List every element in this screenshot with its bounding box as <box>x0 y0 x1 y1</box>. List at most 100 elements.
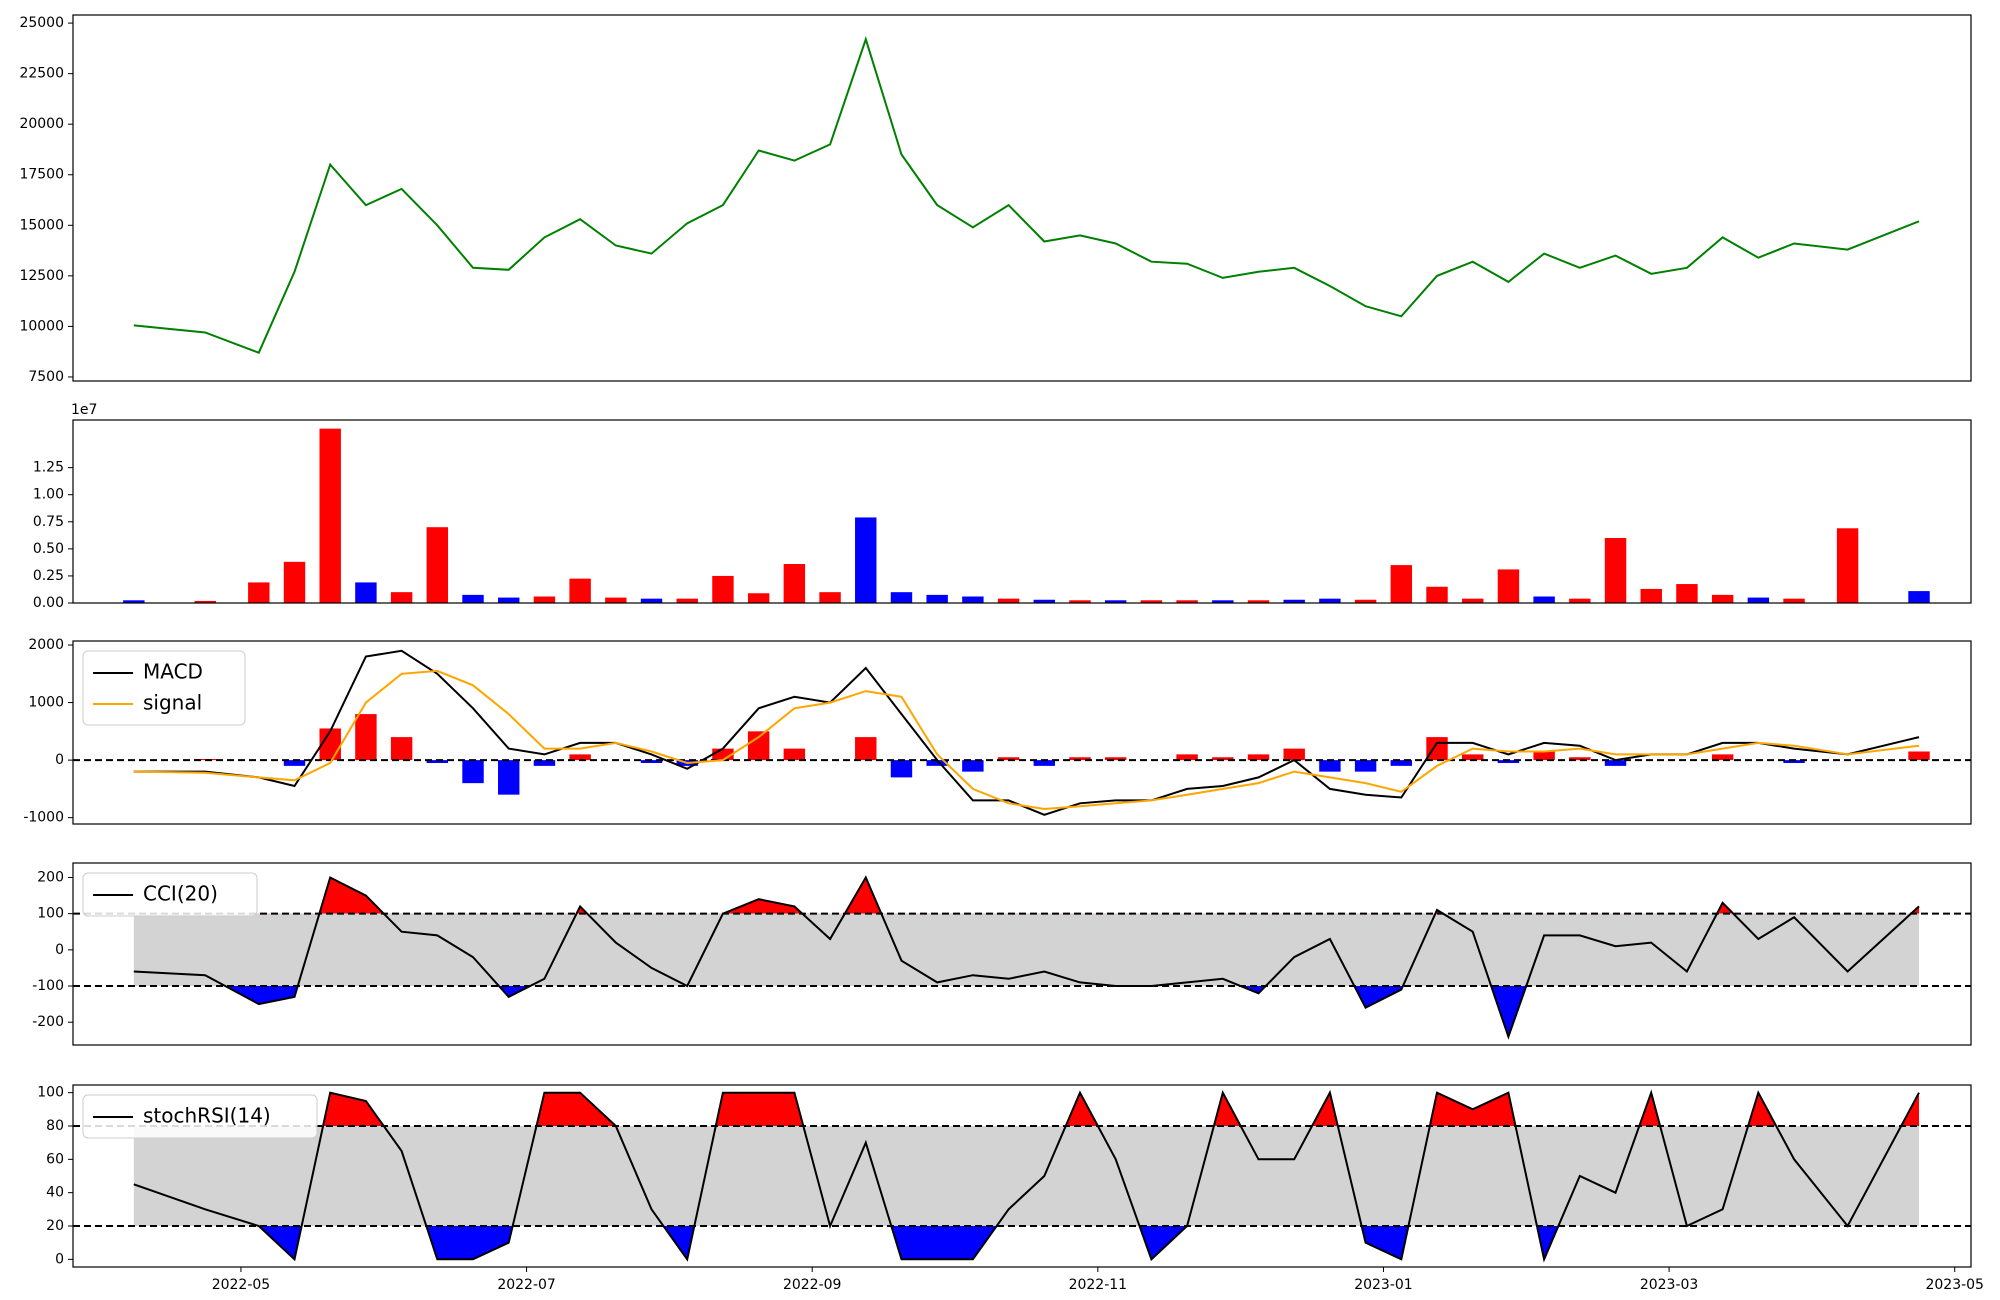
volume-bar <box>1354 599 1377 603</box>
histogram-bar <box>1390 760 1413 766</box>
legend-box <box>82 650 246 726</box>
histogram-bar <box>890 760 913 778</box>
histogram-bar <box>1212 757 1234 761</box>
volume-bar <box>498 597 520 603</box>
axes-frame <box>72 640 1972 825</box>
histogram-bar <box>640 760 663 763</box>
volume-bar <box>533 596 556 603</box>
histogram-bar <box>1247 754 1270 761</box>
series-line <box>133 649 1920 816</box>
volume-bar <box>426 527 449 603</box>
histogram-bar <box>997 757 1020 761</box>
histogram-bar <box>962 760 984 772</box>
volume-bar <box>1462 598 1484 603</box>
volume-bar <box>819 592 841 603</box>
volume-bar <box>462 594 484 603</box>
volume-bar <box>1069 600 1091 603</box>
y-tick-label: 0.50 <box>33 541 64 557</box>
y-tick-label: 0 <box>55 1251 64 1267</box>
y-tick-label: 60 <box>46 1151 64 1167</box>
histogram-bar <box>569 754 591 761</box>
volume-bar <box>1319 598 1341 603</box>
volume-bar <box>1533 596 1555 603</box>
neutral-band <box>133 913 1920 987</box>
volume-bar <box>1497 569 1520 603</box>
volume-bar <box>1640 588 1662 603</box>
volume-bar <box>194 600 216 603</box>
histogram-bar <box>426 760 449 763</box>
volume-bar <box>712 575 734 603</box>
volume-bar <box>676 598 698 603</box>
volume-bar <box>1711 594 1734 603</box>
panel: 0.00 0.25 0.50 0.75 1.00 1.25 1e7 <box>33 402 1972 611</box>
volume-bar <box>1569 598 1591 603</box>
histogram-bar <box>712 748 734 761</box>
y-tick-label: 7500 <box>28 369 64 385</box>
histogram-bar <box>1711 754 1734 761</box>
series-line <box>133 875 1920 1040</box>
volume-bar <box>855 517 877 603</box>
axes-frame <box>72 14 1972 382</box>
overbought-fill <box>133 1092 1920 1126</box>
x-tick-label: 2023-01 <box>1354 1277 1413 1293</box>
x-tick-label: 2023-03 <box>1640 1277 1699 1293</box>
series-line <box>133 36 1920 354</box>
y-tick-label: 15000 <box>19 217 64 233</box>
volume-bar <box>1033 599 1055 603</box>
volume-bar <box>1426 586 1448 603</box>
histogram-bar <box>1533 751 1555 761</box>
y-tick-label: 1.00 <box>33 487 64 503</box>
y-tick-label: 100 <box>37 906 64 922</box>
volume-bar <box>1836 528 1859 603</box>
series-line <box>133 669 1920 811</box>
axes-frame <box>72 1084 1972 1268</box>
volume-bar <box>1176 600 1198 603</box>
y-tick-label: 100 <box>37 1085 64 1101</box>
y-tick-label: -1000 <box>23 810 64 826</box>
volume-bar <box>890 592 913 603</box>
y-tick-label: 0.75 <box>33 514 64 530</box>
histogram-bar <box>1604 760 1627 766</box>
y-tick-label: 80 <box>46 1118 64 1134</box>
axes-frame <box>72 419 1972 604</box>
y-tick-label: 0 <box>55 942 64 958</box>
histogram-bar <box>1462 754 1484 761</box>
volume-bar <box>390 592 413 603</box>
series-line <box>133 1089 1920 1263</box>
volume-bar <box>640 598 663 603</box>
panel: -200 -100 0 100 200 CCI(20) <box>32 862 1972 1046</box>
y-tick-label: 1000 <box>28 695 64 711</box>
histogram-bar <box>1104 757 1127 761</box>
volume-bar <box>248 582 270 603</box>
histogram-bar <box>1069 757 1091 761</box>
volume-bar <box>1747 597 1770 603</box>
histogram-bar <box>1283 748 1305 761</box>
y-tick-label: 2000 <box>28 637 64 653</box>
histogram-bar <box>747 731 770 761</box>
y-tick-label: -200 <box>32 1014 64 1030</box>
y-tick-label: 25000 <box>19 15 64 31</box>
x-tick-label: 2022-09 <box>783 1277 842 1293</box>
panel: -1000 0 1000 2000 MACD signal <box>23 637 1972 826</box>
y-tick-label: 20000 <box>19 116 64 132</box>
y-tick-label: 200 <box>37 869 64 885</box>
x-tick-label: 2022-05 <box>212 1277 271 1293</box>
volume-bar <box>1604 538 1627 603</box>
histogram-bar <box>498 760 520 795</box>
volume-bar <box>1104 600 1127 603</box>
offset-label: 1e7 <box>71 402 97 418</box>
histogram-bar <box>1569 757 1591 761</box>
histogram-bar <box>1354 760 1377 772</box>
volume-bar <box>1676 584 1698 603</box>
histogram-bar <box>1908 751 1930 761</box>
histogram-bar <box>855 737 877 761</box>
volume-bar <box>1783 598 1805 603</box>
legend-label: MACD <box>143 660 203 684</box>
volume-bar <box>1390 565 1413 603</box>
volume-bar <box>1908 591 1930 603</box>
histogram-bar <box>533 760 556 766</box>
volume-bar <box>997 598 1020 603</box>
panel: 7500 10000 12500 15000 17500 20000 22500 25000 <box>19 14 1972 385</box>
histogram-bar <box>355 714 377 761</box>
